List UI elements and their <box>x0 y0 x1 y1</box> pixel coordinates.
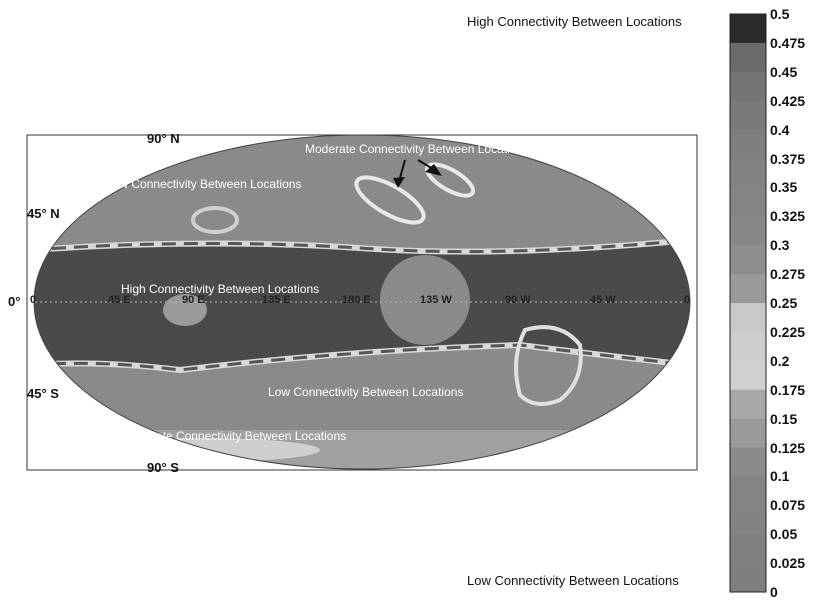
colorbar-band <box>730 303 766 333</box>
north-pacific-ring <box>354 175 426 225</box>
colorbar-tick-label: 0.3 <box>770 237 790 254</box>
colorbar-tick-label: 0.05 <box>770 526 798 543</box>
legend-low-label: Low Connectivity Between Locations <box>467 573 679 588</box>
north-boundary-line <box>34 238 690 254</box>
legend-high-label: High Connectivity Between Locations <box>467 14 682 29</box>
annotation-low-north: Low Connectivity Between Locations <box>106 177 302 191</box>
colorbar-band <box>730 505 766 535</box>
arrowhead-icon <box>393 177 405 188</box>
colorbar-tick-label: 0.35 <box>770 179 798 196</box>
lon-label: 180 E <box>342 294 371 306</box>
colorbar-tick-label: 0.025 <box>770 555 806 572</box>
annotation-moderate-south: Moderate Connectivity Between Locations <box>122 429 347 443</box>
lat-90s: 90° S <box>147 460 179 475</box>
colorbar-tick-label: 0.175 <box>770 381 806 398</box>
lon-label: 90 E <box>182 294 205 306</box>
colorbar-band <box>730 476 766 506</box>
colorbar-band <box>730 245 766 275</box>
colorbar-tick-label: 0.275 <box>770 266 806 283</box>
colorbar-outline <box>729 13 767 593</box>
colorbar-tick-label: 0 <box>770 584 778 600</box>
annotation-moderate-north: Moderate Connectivity Between Locations <box>305 142 530 156</box>
colorbar-tick-label: 0.25 <box>770 295 798 311</box>
lat-45n: 45° N <box>27 206 60 221</box>
colorbar-tick-label: 0.325 <box>770 208 806 225</box>
colorbar-tick-label: 0.1 <box>770 468 790 485</box>
annotation-high-tropics: High Connectivity Between Locations <box>121 282 320 296</box>
colorbar-band <box>730 216 766 246</box>
colorbar-band <box>730 158 766 188</box>
colorbar-band <box>730 447 766 477</box>
colorbar-tick-label: 0.4 <box>770 121 790 138</box>
colorbar-band <box>730 534 766 564</box>
lat-eq: 0° <box>8 294 21 309</box>
colorbar-band <box>730 100 766 131</box>
colorbar-tick-label: 0.2 <box>770 352 790 369</box>
lon-label: 45 E <box>108 294 131 306</box>
south-boundary-line <box>34 343 690 372</box>
colorbar-band <box>730 42 766 73</box>
central-pacific-patch <box>380 255 470 345</box>
colorbar-tick-label: 0.15 <box>770 410 798 427</box>
colorbar-band <box>730 331 766 362</box>
colorbar-tick-label: 0.125 <box>770 439 806 456</box>
colorbar-band <box>730 563 766 593</box>
south-america-ring <box>514 325 583 406</box>
colorbar-tick-label: 0.475 <box>770 34 806 51</box>
colorbar-tick-label: 0.5 <box>770 6 790 22</box>
arrowhead-icon <box>425 164 442 176</box>
colorbar-tick-label: 0.45 <box>770 63 798 80</box>
colorbar-band <box>730 14 766 44</box>
north-america-ring <box>424 162 476 198</box>
colorbar-tick-label: 0.375 <box>770 150 806 167</box>
colorbar-tick-label: 0.225 <box>770 323 806 340</box>
colorbar-tick-label: 0.075 <box>770 497 806 514</box>
lon-label: 90 W <box>505 294 531 306</box>
annotation-low-south: Low Connectivity Between Locations <box>268 385 464 399</box>
lat-90n: 90° N <box>147 131 180 146</box>
colorbar-band <box>730 129 766 159</box>
lon-label: 0 <box>30 294 37 306</box>
high-connectivity-region <box>34 240 690 370</box>
globe-outline <box>33 134 691 470</box>
colorbar-band <box>730 389 766 420</box>
lon-label: 135 W <box>420 294 452 306</box>
colorbar-band <box>730 418 766 448</box>
colorbar-band <box>730 187 766 217</box>
lon-label: 0 <box>684 294 691 306</box>
asia-ring <box>191 206 239 234</box>
colorbar <box>729 13 767 593</box>
lon-label: 45 W <box>590 294 616 306</box>
colorbar-band <box>730 274 766 304</box>
colorbar-band <box>730 71 766 102</box>
lon-label: 135 E <box>262 294 291 306</box>
colorbar-tick-label: 0.425 <box>770 92 806 109</box>
colorbar-band <box>730 360 766 391</box>
lat-45s: 45° S <box>27 386 59 401</box>
